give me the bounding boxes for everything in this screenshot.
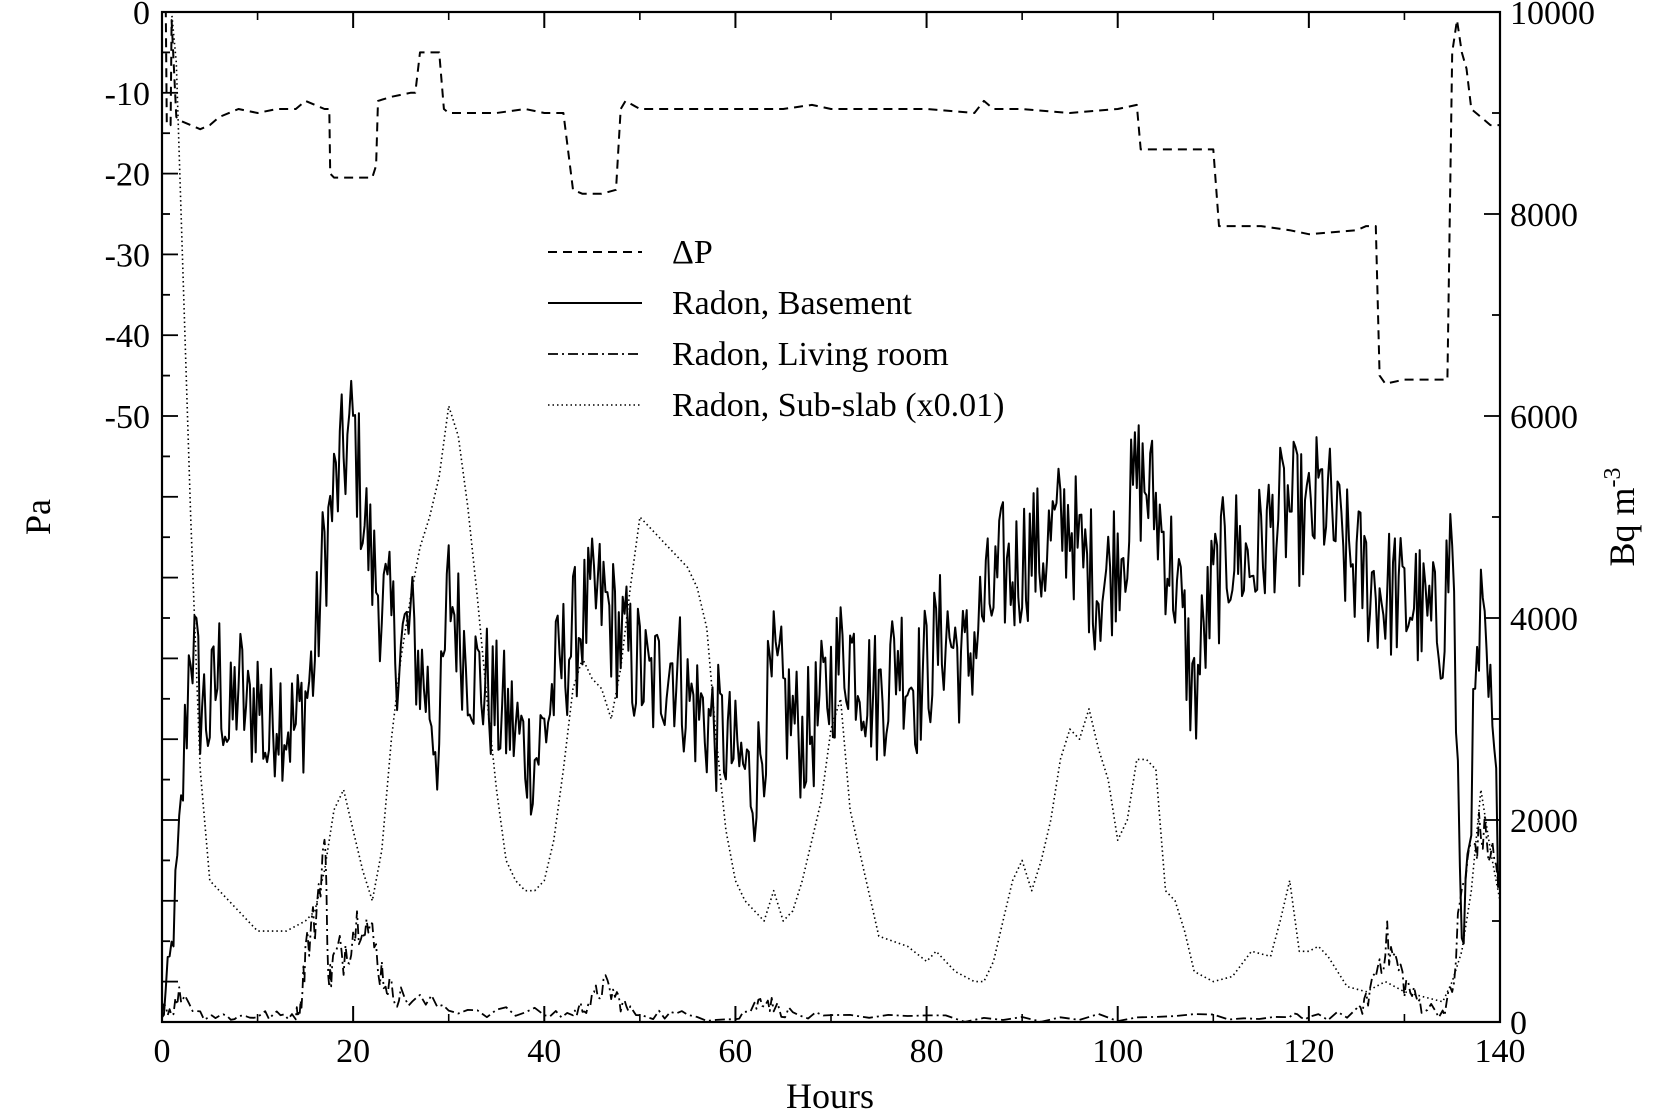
left-tick-label: -20 <box>105 157 150 194</box>
left-tick-label: -50 <box>105 399 150 436</box>
series-line-0 <box>162 11 1500 385</box>
right-axis-title: Bq m-3 <box>1600 467 1642 566</box>
x-tick-label: 40 <box>527 1033 561 1070</box>
series-line-1 <box>161 379 1501 1018</box>
legend-label-3: Radon, Sub-slab (x0.01) <box>672 387 1004 424</box>
series-lines <box>161 11 1501 1023</box>
right-tick-label: 10000 <box>1510 0 1595 32</box>
x-tick-label: 60 <box>718 1033 752 1070</box>
right-tick-label: 0 <box>1510 1005 1527 1042</box>
right-axis-title-text: Bq m <box>1602 487 1642 566</box>
left-axis-title: Pa <box>18 499 58 535</box>
right-tick-label: 6000 <box>1510 399 1578 436</box>
series-line-3 <box>162 11 1501 1003</box>
left-tick-label: 0 <box>133 0 150 32</box>
x-tick-label: 0 <box>154 1033 171 1070</box>
series-line-2 <box>161 811 1501 1023</box>
x-tick-label: 80 <box>910 1033 944 1070</box>
x-tick-label: 20 <box>336 1033 370 1070</box>
legend-label-1: Radon, Basement <box>672 285 912 322</box>
x-tick-label: 120 <box>1283 1033 1334 1070</box>
right-tick-label: 4000 <box>1510 601 1578 638</box>
left-tick-label: -30 <box>105 237 150 274</box>
right-tick-label: 2000 <box>1510 803 1578 840</box>
legend-label-0: ΔP <box>672 234 713 271</box>
left-tick-label: -40 <box>105 318 150 355</box>
legend: ΔP Radon, Basement Radon, Living room Radon… <box>548 234 1004 424</box>
right-axis-title-exponent: -3 <box>1600 467 1626 487</box>
right-tick-label: 8000 <box>1510 197 1578 234</box>
legend-label-2: Radon, Living room <box>672 336 949 373</box>
axis-ticks: 0 20 40 60 80 100 120 1400-10-20-30-40-50020004… <box>105 0 1595 1070</box>
x-axis-title: Hours <box>786 1076 874 1115</box>
x-tick-label: 100 <box>1092 1033 1143 1070</box>
x-tick-label: 140 <box>1475 1033 1526 1070</box>
left-tick-label: -10 <box>105 76 150 113</box>
